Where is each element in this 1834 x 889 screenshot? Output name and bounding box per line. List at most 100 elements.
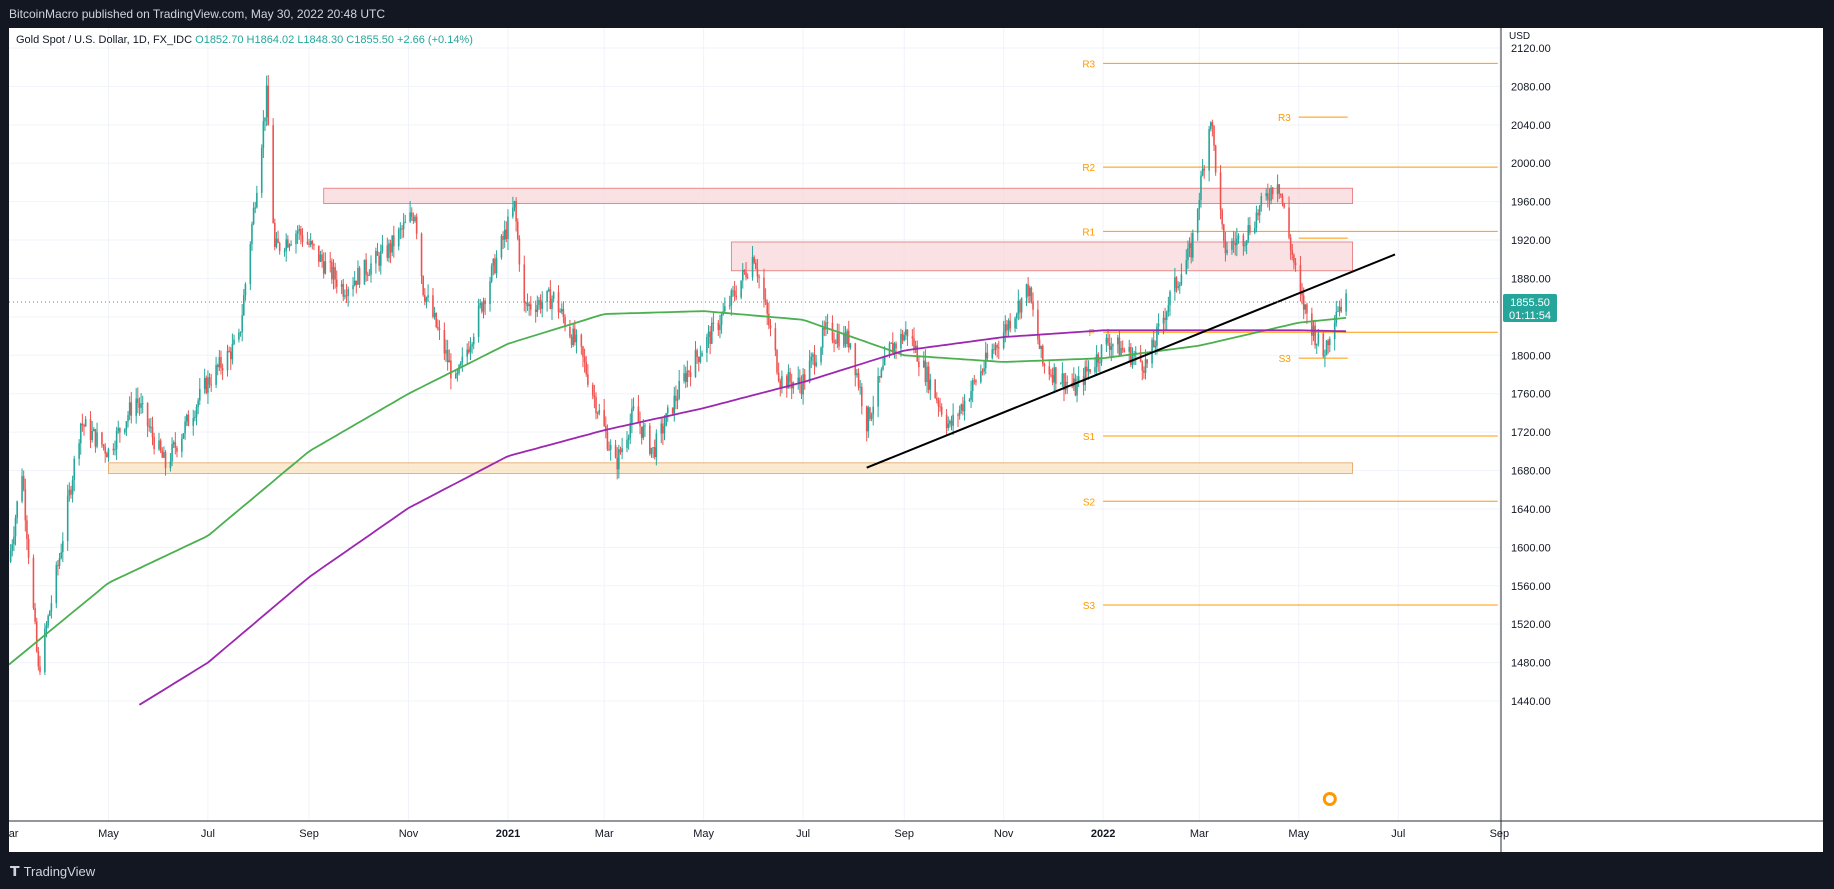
- candle-body: [239, 331, 242, 333]
- candle-body: [1015, 313, 1018, 319]
- candle-body: [637, 406, 640, 423]
- candle-body: [1086, 366, 1088, 372]
- pivot-label: R1: [1082, 227, 1095, 238]
- candle-body: [262, 121, 265, 148]
- candle-body: [1017, 300, 1020, 314]
- brand-name: TradingView: [23, 864, 96, 879]
- candle-body: [1198, 200, 1201, 209]
- candle-body: [163, 452, 165, 458]
- candle-body: [523, 264, 526, 303]
- candle-body: [158, 440, 160, 450]
- candle-body: [1066, 382, 1069, 384]
- candle-body: [404, 221, 407, 223]
- candle-body: [746, 277, 749, 279]
- candle-body: [1051, 374, 1054, 383]
- candle-body: [220, 357, 222, 369]
- candle-body: [1030, 287, 1033, 303]
- candle-body: [151, 426, 154, 438]
- candle-body: [322, 261, 325, 274]
- price-tick-label: 2080.00: [1511, 81, 1551, 93]
- candle-body: [618, 449, 620, 470]
- time-tick-label: Jul: [201, 828, 215, 840]
- candle-body: [769, 325, 772, 329]
- candle-body: [445, 349, 447, 354]
- candle-body: [821, 328, 824, 348]
- candle-body: [1162, 317, 1165, 324]
- candle-body: [482, 300, 485, 312]
- candle-body: [1302, 295, 1305, 310]
- candle-body: [1345, 293, 1347, 312]
- candle-body: [655, 433, 658, 458]
- candle-body: [701, 352, 703, 357]
- candle-body: [719, 324, 721, 331]
- candle-body: [916, 345, 919, 362]
- candle-body: [425, 297, 428, 302]
- candle-body: [94, 429, 97, 447]
- chart-frame[interactable]: R3 R2 R1 P S1 S2 S3 R3 S3 USD 2120.00 2080.00 2040.0…: [9, 28, 1823, 852]
- candle-body: [146, 403, 149, 426]
- candle-body: [534, 309, 537, 313]
- candle-body: [878, 376, 881, 378]
- candle-body: [609, 444, 612, 450]
- candle-body: [937, 400, 940, 407]
- pivot-label: S2: [1083, 497, 1096, 508]
- candle-body: [1128, 347, 1131, 352]
- candle-body: [135, 398, 137, 416]
- pivot-label: P: [1088, 328, 1095, 339]
- candle-body: [141, 403, 144, 405]
- candle-body: [1107, 337, 1109, 344]
- candle-body: [676, 398, 679, 401]
- candle-body: [125, 421, 128, 430]
- candle-body: [712, 322, 715, 324]
- candle-body: [1009, 320, 1011, 329]
- symbol-legend: Gold Spot / U.S. Dollar, 1D, FX_IDC O185…: [16, 34, 473, 46]
- candle-body: [774, 328, 777, 351]
- candle-body: [616, 457, 619, 470]
- candle-body: [768, 313, 770, 326]
- candle-body: [518, 238, 521, 265]
- candle-body: [1247, 225, 1250, 241]
- candle-body: [614, 444, 617, 458]
- candle-body: [275, 238, 278, 247]
- candle-body: [707, 331, 710, 337]
- candle-body: [513, 201, 516, 208]
- candle-body: [608, 449, 610, 451]
- candle-body: [1133, 354, 1135, 357]
- candle-body: [1004, 324, 1007, 333]
- price-tick-label: 2000.00: [1511, 158, 1551, 170]
- tradingview-logo[interactable]: 𝗧 TradingView: [10, 863, 95, 880]
- candle-body: [106, 453, 108, 458]
- time-tick-label: Jul: [796, 828, 810, 840]
- price-tick-label: 1800.00: [1511, 350, 1551, 362]
- candle-body: [699, 356, 702, 363]
- candle-body: [101, 432, 103, 445]
- candle-body: [1053, 367, 1056, 383]
- candle-body: [743, 269, 746, 272]
- candle-body: [1327, 340, 1329, 346]
- candle-body: [962, 404, 964, 412]
- candle-body: [14, 518, 17, 537]
- candle-body: [803, 374, 806, 383]
- candle-body: [1175, 277, 1178, 288]
- candle-body: [277, 238, 279, 244]
- candle-body: [797, 377, 800, 383]
- candle-body: [709, 331, 711, 344]
- candle-body: [161, 450, 164, 458]
- candle-body: [171, 444, 173, 462]
- candle-body: [905, 329, 907, 336]
- candle-body: [376, 251, 379, 256]
- candle-body: [697, 357, 700, 363]
- candle-body: [867, 407, 870, 432]
- candle-body: [1099, 362, 1101, 364]
- candle-body: [1249, 225, 1251, 233]
- candle-body: [366, 274, 369, 276]
- candle-body: [57, 565, 59, 567]
- candle-body: [402, 222, 405, 230]
- candle-body: [78, 443, 80, 459]
- candle-body: [318, 245, 320, 262]
- candle-body: [1120, 348, 1122, 356]
- price-tick-label: 1480.00: [1511, 658, 1551, 670]
- candle-body: [254, 207, 257, 209]
- candle-body: [644, 425, 646, 427]
